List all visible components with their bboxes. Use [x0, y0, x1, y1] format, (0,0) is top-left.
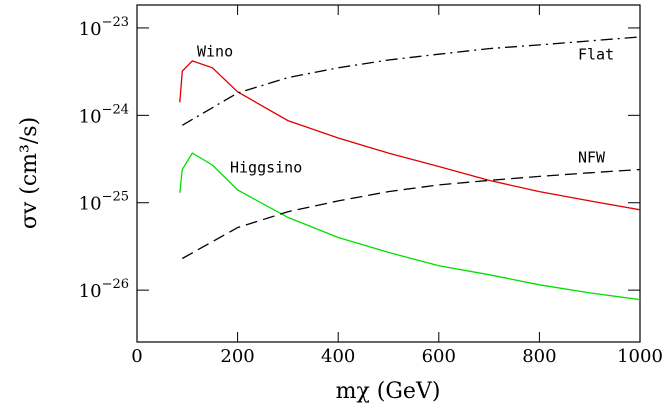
y-axis-label: σv (cm³/s)	[17, 117, 42, 229]
x-tick-label: 200	[220, 346, 254, 367]
y-tick-label: 10−24	[79, 102, 129, 128]
series-label: Wino	[197, 43, 233, 61]
x-tick-label: 400	[321, 346, 355, 367]
x-tick-label: 0	[131, 346, 142, 367]
series-label: NFW	[578, 149, 606, 167]
x-tick-label: 800	[522, 346, 556, 367]
y-tick-label: 10−23	[79, 14, 129, 40]
x-axis-label: mχ (GeV)	[336, 379, 441, 404]
series-label: Higgsino	[230, 159, 302, 177]
x-tick-label: 1000	[617, 346, 663, 367]
series-line	[181, 168, 641, 260]
series-label: Flat	[578, 46, 614, 64]
series-line	[179, 60, 641, 211]
y-tick-label: 10−26	[79, 277, 129, 303]
series-line	[179, 152, 641, 301]
y-tick-label: 10−25	[79, 189, 129, 215]
series-line	[181, 36, 641, 126]
x-tick-label: 600	[422, 346, 456, 367]
plot-frame	[136, 4, 641, 343]
